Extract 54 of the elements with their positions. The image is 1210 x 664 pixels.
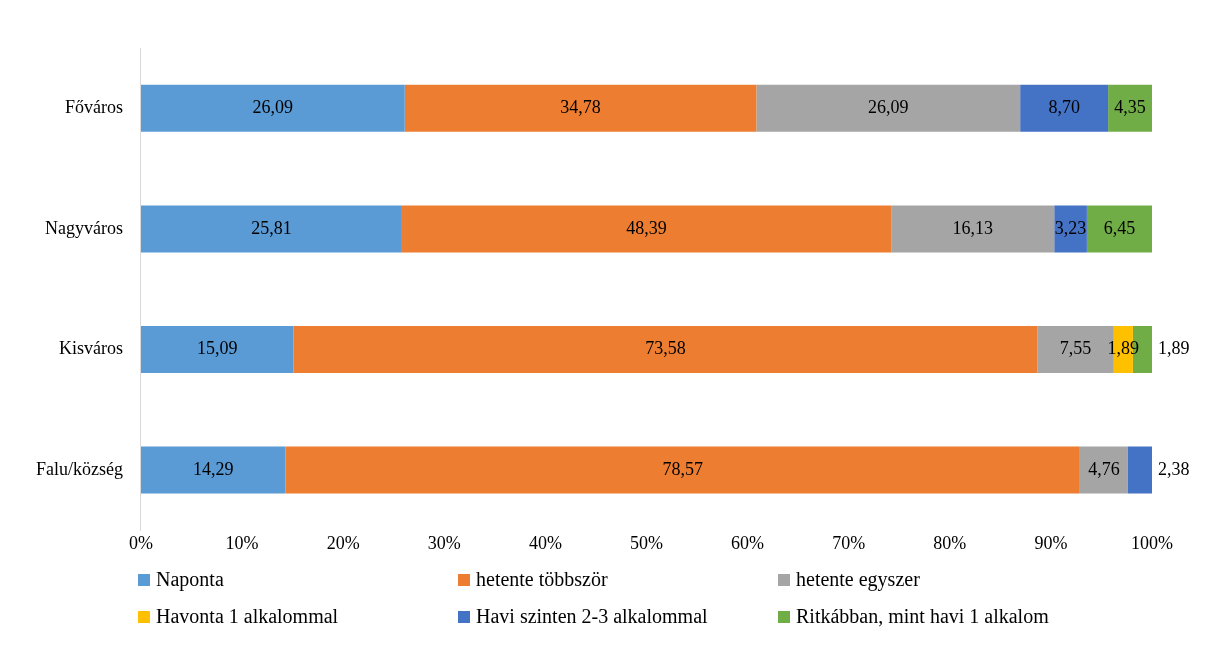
- y-tick-label: Kisváros: [58, 338, 123, 359]
- data-label: 78,57: [662, 458, 703, 479]
- y-tick-label: Nagyváros: [45, 217, 123, 238]
- bar: [1108, 84, 1152, 132]
- legend-label: Havonta 1 alkalommal: [156, 605, 339, 628]
- data-label: 34,78: [560, 97, 601, 118]
- legend-label: Havi szinten 2-3 alkalommal: [476, 605, 708, 628]
- bar: [401, 205, 892, 253]
- bar: [140, 446, 286, 494]
- x-tick-label: 40%: [528, 532, 562, 553]
- bar: [285, 446, 1080, 494]
- bar: [756, 84, 1021, 132]
- data-label: 25,81: [251, 217, 292, 238]
- data-label: 3,23: [1054, 217, 1087, 238]
- data-label: 26,09: [252, 97, 294, 118]
- data-label: 8,70: [1048, 97, 1080, 118]
- x-tick-label: 80%: [933, 532, 967, 553]
- data-label: 26,09: [868, 97, 909, 118]
- bar: [404, 84, 757, 132]
- bar: [140, 84, 405, 132]
- data-label: 14,29: [192, 458, 234, 479]
- data-label: 6,45: [1103, 217, 1136, 238]
- data-label: 73,58: [645, 338, 686, 359]
- bar: [1020, 84, 1109, 132]
- data-label: 1,89: [1158, 338, 1190, 359]
- bar: [293, 325, 1038, 374]
- bar: [1079, 446, 1128, 494]
- data-label: 48,39: [626, 217, 667, 238]
- legend-label: hetente egyszer: [796, 568, 920, 591]
- x-tick-label: 90%: [1034, 532, 1068, 553]
- data-label: 15,09: [197, 338, 238, 359]
- x-tick-label: 50%: [629, 532, 663, 553]
- y-tick-label: Főváros: [64, 97, 123, 118]
- x-tick-label: 20%: [326, 532, 360, 553]
- bar: [140, 325, 294, 374]
- legend-label: hetente többször: [476, 568, 608, 591]
- data-label: 7,55: [1059, 338, 1092, 359]
- x-tick-label: 70%: [832, 532, 866, 553]
- bar: [140, 205, 402, 253]
- data-label: 2,38: [1158, 458, 1190, 479]
- x-tick-label: 10%: [225, 532, 259, 553]
- data-label: 4,76: [1088, 458, 1120, 479]
- bar: [891, 205, 1055, 253]
- data-label: 4,35: [1114, 97, 1146, 118]
- x-tick-label: 100%: [1131, 532, 1173, 553]
- bar: [1127, 446, 1152, 494]
- bar: [1086, 205, 1152, 253]
- x-tick-label: 30%: [427, 532, 461, 553]
- data-label: 16,13: [952, 217, 993, 238]
- legend-label: Ritkábban, mint havi 1 alkalom: [796, 605, 1049, 628]
- x-tick-label: 0%: [128, 532, 153, 553]
- legend-label: Naponta: [156, 568, 224, 591]
- y-tick-label: Falu/község: [35, 458, 123, 479]
- x-tick-label: 60%: [731, 532, 765, 553]
